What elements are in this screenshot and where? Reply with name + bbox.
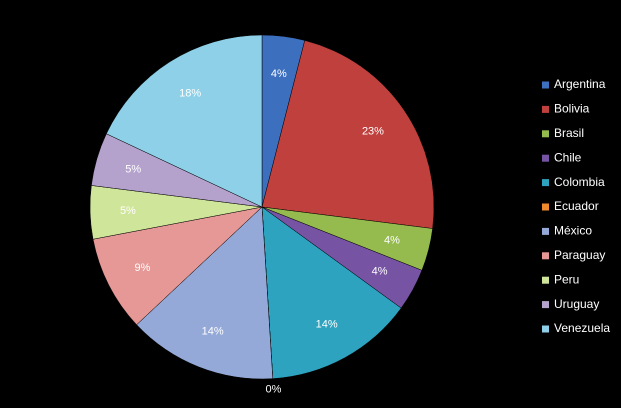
legend-label: Venezuela: [554, 321, 610, 335]
legend-label: Peru: [554, 272, 579, 286]
legend-label: Chile: [554, 150, 582, 164]
legend-label: Colombia: [554, 175, 605, 189]
value-label: 23%: [362, 125, 384, 137]
value-label: 4%: [384, 234, 400, 246]
legend-swatch: [542, 130, 549, 138]
legend-swatch: [542, 154, 549, 162]
value-label: 18%: [179, 88, 201, 100]
value-label: 14%: [202, 326, 224, 338]
legend-swatch: [542, 81, 549, 89]
legend-label: Brasil: [554, 126, 584, 140]
legend-label: Paraguay: [554, 248, 605, 262]
value-label: 0%: [266, 384, 282, 396]
legend-swatch: [542, 301, 549, 309]
legend-label: Uruguay: [554, 297, 599, 311]
pie-slice: [136, 206, 274, 380]
value-label: 5%: [125, 163, 141, 175]
legend-label: Argentina: [554, 77, 606, 91]
legend-label: Ecuador: [554, 199, 599, 213]
value-label: 9%: [135, 262, 151, 274]
value-label: 5%: [120, 205, 136, 217]
value-label: 4%: [271, 68, 287, 80]
legend-swatch: [542, 252, 549, 260]
legend-label: México: [554, 224, 592, 238]
legend-swatch: [542, 203, 549, 211]
legend-swatch: [542, 276, 549, 284]
legend-swatch: [542, 325, 549, 333]
legend-swatch: [542, 105, 549, 113]
legend-swatch: [542, 227, 549, 235]
pie-slice: [92, 206, 263, 326]
value-label: 14%: [316, 318, 338, 330]
legend-label: Bolivia: [554, 102, 590, 116]
legend-swatch: [542, 179, 549, 187]
pie-slice: [106, 34, 263, 208]
pie-slice: [261, 40, 435, 229]
pie-slice: [261, 206, 402, 379]
value-label: 4%: [372, 266, 388, 278]
